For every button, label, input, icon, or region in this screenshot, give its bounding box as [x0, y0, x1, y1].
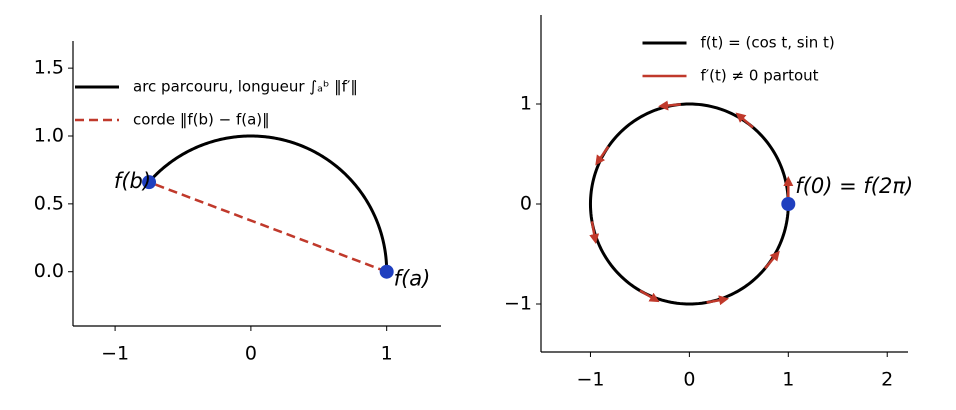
- legend-label: arc parcouru, longueur ∫ₐᵇ ‖f′‖: [133, 78, 358, 96]
- legend-label: f(t) = (cos t, sin t): [701, 34, 835, 52]
- curve: [588, 102, 790, 306]
- annotation: f(a): [394, 267, 431, 291]
- point: [781, 197, 796, 211]
- tangent-arrow: [639, 289, 660, 303]
- tangent-arrow: [706, 295, 730, 306]
- tangent-arrow: [595, 145, 610, 166]
- legend-label: f′(t) ≠ 0 partout: [701, 67, 819, 85]
- legend-label: corde ‖f(b) − f(a)‖: [133, 111, 270, 129]
- tangent-arrow: [658, 100, 681, 111]
- axes: −1 0 1 2 −1 0 1 f(0) = f(2π) f(t) = (cos t, sin …: [504, 15, 913, 391]
- chord: [148, 180, 388, 273]
- tangent-arrow: [589, 221, 600, 245]
- y-tick-label: −1: [504, 293, 532, 315]
- x-tick-label: 0: [683, 369, 695, 391]
- x-tick-label: 0: [245, 343, 257, 365]
- y-tick-label: 1.0: [34, 125, 64, 147]
- y-tick-label: 0.0: [34, 260, 64, 282]
- x-tick-label: 1: [381, 343, 393, 365]
- y-tick-label: 1.5: [34, 57, 64, 79]
- y-tick-label: 0.5: [34, 192, 64, 214]
- point: [142, 175, 157, 190]
- point: [379, 264, 394, 279]
- x-tick-label: 1: [782, 369, 794, 391]
- x-tick-label: −1: [576, 369, 604, 391]
- tangent-arrow: [764, 250, 780, 270]
- x-tick-label: 2: [881, 369, 893, 391]
- annotation: f(b): [114, 169, 151, 193]
- annotation: f(0) = f(2π): [795, 174, 913, 198]
- y-tick-label: 0: [520, 193, 532, 215]
- tangent-arrow: [735, 112, 754, 129]
- axes: −1 0 1 0.0 0.5 1.0 1.5 f(a) f(b) arc parcouru, lo…: [34, 41, 441, 365]
- x-tick-label: −1: [101, 343, 129, 365]
- curve: [147, 134, 389, 272]
- y-tick-label: 1: [520, 93, 532, 115]
